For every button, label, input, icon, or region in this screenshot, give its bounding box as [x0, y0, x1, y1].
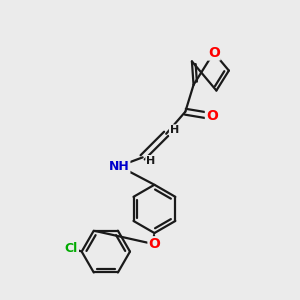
Text: Cl: Cl	[65, 242, 78, 254]
Text: NH: NH	[109, 160, 130, 173]
Text: O: O	[208, 46, 220, 59]
Text: H: H	[170, 125, 179, 135]
Text: H: H	[146, 156, 155, 166]
Text: O: O	[206, 109, 218, 123]
Text: O: O	[148, 237, 160, 251]
